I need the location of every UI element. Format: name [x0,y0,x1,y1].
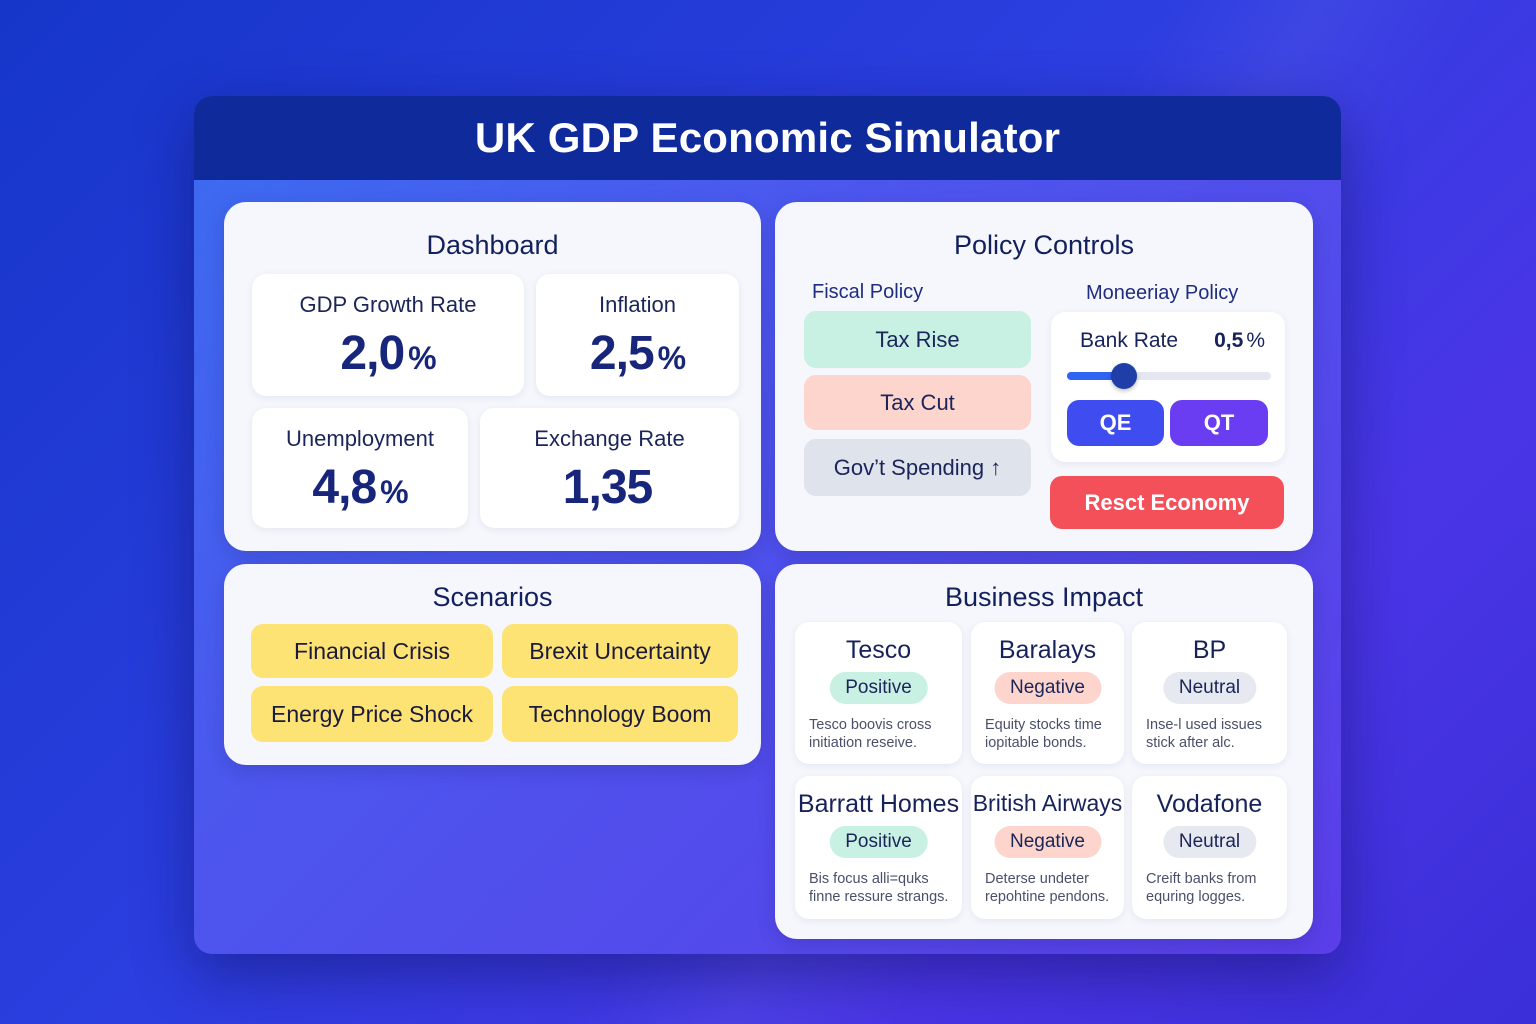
metric-value: 1,35 [480,460,739,515]
description-line: initiation reseive. [809,735,917,751]
metric-value: 2,0% [252,326,524,381]
metric-card-unemployment: Unemployment 4,8% [252,408,468,528]
metric-label: Unemployment [286,426,434,451]
company-card-tesco: Tesco Positive Tesco boovis cross initiat… [795,622,962,764]
metric-value: 4,8% [252,460,468,515]
company-name: Vodafone [1156,790,1263,818]
tax-cut-button[interactable]: Tax Cut [804,375,1031,430]
bank-rate-label: Bank Rate [1080,329,1179,352]
monetary-policy-heading: Moneeriay Policy [1086,282,1239,304]
company-name: Barratt Homes [797,790,960,818]
company-card-bp: BP Neutral Inse-l used issues stick after… [1132,622,1287,764]
description-line: Tesco boovis cross [809,717,932,733]
bank-rate-value: 0,5 [1214,329,1244,352]
description-line: Deterse undeter [985,871,1089,887]
bank-rate-unit: % [1246,329,1265,352]
company-card-baralays: Baralays Negative Equity stocks time iopi… [971,622,1124,764]
description-line: equring logges. [1146,889,1246,905]
bank-rate-slider[interactable] [1067,363,1271,389]
company-name: Baralays [998,636,1097,664]
qt-button[interactable]: QT [1170,400,1268,446]
qe-button[interactable]: QE [1067,400,1164,446]
description-line: iopitable bonds. [985,735,1087,751]
metric-number: 2,5 [589,327,655,380]
impact-badge: Neutral [1162,826,1257,858]
metric-card-inflation: Inflation 2,5% [536,274,739,396]
impact-badge: Negative [994,672,1101,704]
business-impact-title: Business Impact [944,582,1144,612]
reset-economy-button[interactable]: Resct Economy [1050,476,1284,529]
metric-label: Inflation [598,292,677,317]
company-description: Creift banks from equring logges. [1146,870,1277,906]
fiscal-policy-heading: Fiscal Policy [812,281,924,303]
company-description: Inse-l used issues stick after alc. [1146,716,1277,752]
metric-label: Exchange Rate [534,426,685,451]
dashboard-title: Dashboard [426,230,559,260]
description-line: Bis focus alli=quks [809,871,929,887]
description-line: Creift banks from [1146,871,1257,887]
app-title: UK GDP Economic Simulator [194,96,1341,180]
company-card-barratt-homes: Barratt Homes Positive Bis focus alli=qu… [795,776,962,919]
scenario-technology-boom[interactable]: Technology Boom [502,686,738,742]
bank-rate-readout: 0,5% [1214,329,1265,353]
company-name: British Airways [972,790,1123,816]
description-line: finne ressure strangs. [809,889,949,905]
company-description: Tesco boovis cross initiation reseive. [809,716,952,752]
metric-number: 1,35 [562,461,653,514]
simulator-window: UK GDP Economic Simulator Dashboard GDP … [194,96,1341,954]
metric-unit: % [380,474,408,510]
scenario-financial-crisis[interactable]: Financial Crisis [251,624,493,678]
dashboard-panel: Dashboard GDP Growth Rate 2,0% Inflation… [224,202,761,551]
metric-unit: % [408,340,436,376]
scenarios-title: Scenarios [432,582,553,612]
metric-card-gdp-growth: GDP Growth Rate 2,0% [252,274,524,396]
impact-badge: Positive [829,672,928,704]
impact-badge: Positive [829,826,928,858]
company-name: Tesco [845,636,912,664]
govt-spending-up-button[interactable]: Gov’t Spending ↑ [804,439,1031,496]
policy-controls-title: Policy Controls [953,230,1135,260]
policy-controls-panel: Policy Controls Fiscal Policy Tax Rise T… [775,202,1313,551]
company-name: BP [1192,636,1227,664]
impact-badge: Negative [994,826,1101,858]
scenario-energy-price-shock[interactable]: Energy Price Shock [251,686,493,742]
company-description: Bis focus alli=quks finne ressure strangs… [809,870,952,906]
bank-rate-slider-fill [1067,372,1124,380]
description-line: repohtine pendons. [985,889,1110,905]
metric-unit: % [657,340,686,376]
impact-badge: Neutral [1162,672,1257,704]
metric-card-exchange-rate: Exchange Rate 1,35 [480,408,739,528]
business-impact-panel: Business Impact Tesco Positive Tesco boo… [775,564,1313,939]
scenario-brexit-uncertainty[interactable]: Brexit Uncertainty [502,624,738,678]
description-line: stick after alc. [1146,735,1235,751]
description-line: Equity stocks time [985,717,1102,733]
metric-number: 4,8 [312,461,377,514]
description-line: Inse-l used issues [1146,717,1263,733]
company-description: Deterse undeter repohtine pendons. [985,870,1114,906]
metric-number: 2,0 [340,327,405,380]
metric-label: GDP Growth Rate [299,292,477,317]
company-card-vodafone: Vodafone Neutral Creift banks from equrin… [1132,776,1287,919]
tax-rise-button[interactable]: Tax Rise [804,311,1031,368]
bank-rate-card: Bank Rate 0,5% QE QT [1051,312,1285,462]
company-description: Equity stocks time iopitable bonds. [985,716,1114,752]
company-card-british-airways: British Airways Negative Deterse undeter… [971,776,1124,919]
metric-value: 2,5% [536,326,739,381]
scenarios-panel: Scenarios Financial Crisis Brexit Uncert… [224,564,761,765]
bank-rate-slider-thumb[interactable] [1111,363,1137,389]
